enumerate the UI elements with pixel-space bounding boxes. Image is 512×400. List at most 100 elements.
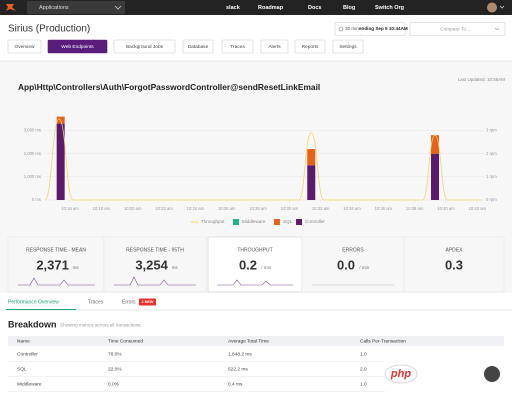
tabs: Overview Web Endpoints Background Jobs Data… (7, 39, 364, 54)
breakdown-subtitle: Showing metrics across all transactions. (60, 323, 142, 328)
metric-label: RESPONSE TIME - MEAN (26, 247, 86, 253)
x-tick-label: 10:22 am (155, 206, 173, 211)
top-nav (0, 0, 512, 15)
table-cell: 522.2 ms (228, 366, 248, 372)
tab-label: Reports (302, 44, 319, 50)
throughput-line (44, 118, 482, 201)
metric-label: APDEX (446, 247, 464, 253)
watermark-logo (384, 364, 418, 384)
nav-link[interactable]: Blog (343, 5, 355, 11)
tab[interactable] (182, 39, 214, 54)
app-menu[interactable] (27, 1, 125, 14)
sub-tab[interactable]: Traces (88, 299, 104, 305)
tab[interactable] (260, 39, 289, 54)
metric-label: ERRORS (342, 247, 364, 253)
compare-select[interactable] (409, 22, 506, 36)
tab-label: Background Jobs (126, 44, 164, 50)
metric-value: 0.2 (239, 257, 257, 272)
nav-link[interactable]: slack (226, 5, 241, 11)
tab-label: Overview (15, 44, 36, 50)
y-tick-label: 2,000 ms (24, 151, 41, 156)
table-cell: 78.0% (108, 351, 122, 357)
table-cell: 1.0 (360, 351, 367, 357)
nav-links: slack Roadmap Docs Blog Switch Org (226, 5, 404, 11)
metric-card[interactable] (403, 236, 505, 293)
tab[interactable] (7, 39, 42, 54)
sub-tab[interactable]: Performance Overview (8, 299, 59, 305)
legend-label: Controller (305, 219, 325, 224)
clock-icon (338, 26, 344, 32)
metric-value: 3,254 (135, 257, 168, 272)
logo (6, 4, 16, 11)
sub-tabs: Performance Overview Traces Errors 2 NEW (6, 298, 156, 310)
nav-link[interactable]: Docs (308, 5, 321, 11)
bar-segment (56, 123, 65, 200)
avatar[interactable] (487, 2, 497, 13)
chevron (114, 5, 122, 10)
column-header: Average Total Time (228, 338, 269, 344)
legend-label: Middleware (242, 219, 266, 224)
table-cell: SQL (17, 366, 27, 372)
y-tick-label: 1,000 ms (24, 174, 41, 179)
metric-card[interactable] (7, 236, 105, 293)
badge-label: 2 NEW (141, 300, 153, 304)
badge (139, 298, 156, 306)
metric-label: RESPONSE TIME - 95TH (126, 247, 184, 253)
app-title: Sirius (Production) (8, 24, 90, 35)
nav-link[interactable]: Roadmap (258, 5, 284, 11)
watermark-box (384, 360, 506, 392)
x-tick-label: 10:30 am (281, 206, 299, 211)
tab[interactable] (47, 39, 108, 54)
breakdown-title: Breakdown (8, 319, 57, 329)
x-tick-label: 10:16 am (61, 206, 79, 211)
legend-swatch (273, 219, 280, 225)
x-tick-label: 10:34 am (343, 206, 361, 211)
y2-tick-label: 0 rpm (486, 197, 497, 202)
legend-label: Throughput (201, 219, 225, 224)
bar-segment (307, 165, 316, 200)
metric-card[interactable] (103, 236, 207, 293)
sparkline (18, 277, 95, 286)
endpoint-title: App\Http\Controllers\Auth\ForgotPassword… (18, 82, 320, 92)
compare-label: Compare To... (440, 26, 470, 32)
table-cell: 1.0 (360, 381, 367, 387)
watermark: php (390, 368, 411, 380)
bar-segment (431, 153, 440, 200)
bar-segment (307, 149, 316, 166)
metric-card[interactable] (301, 236, 405, 293)
chevron (499, 5, 505, 9)
time-range[interactable] (334, 22, 406, 36)
table-cell: Controller (17, 351, 38, 357)
app-menu-label: Applications (39, 5, 69, 11)
y2-tick-label: 2 rpm (486, 151, 497, 156)
tab[interactable] (221, 39, 254, 54)
metric-card[interactable] (207, 236, 303, 293)
tab-label: Database (188, 44, 209, 50)
x-tick-label: 10:24 am (187, 206, 205, 211)
chevron (494, 27, 500, 31)
x-tick-label: 10:38 am (406, 206, 424, 211)
tab[interactable] (332, 39, 364, 54)
metric-unit: ms (172, 265, 179, 270)
tab[interactable] (113, 39, 176, 54)
table-cell: 0.0% (108, 381, 120, 387)
y2-tick-label: 1 rpm (486, 174, 497, 179)
metric-cards: RESPONSE TIME - MEAN 2,371 ms RESPONSE TIME… (7, 236, 505, 293)
sub-tab[interactable]: Errors (122, 299, 136, 305)
column-header: Name (17, 338, 30, 344)
legend-swatch (232, 219, 239, 225)
last-updated: Last Updated: 10:56AM (458, 77, 506, 82)
metric-unit: / min (359, 265, 369, 270)
y-tick-label: 0 ms (32, 197, 41, 202)
bar-segment (431, 135, 440, 154)
tab[interactable] (294, 39, 326, 54)
table-cell: 22.0% (108, 366, 122, 372)
nav-link[interactable]: Switch Org (375, 5, 404, 11)
tab-label: Settings (339, 44, 357, 50)
metric-label: THROUGHPUT (237, 247, 272, 253)
metric-value: 0.0 (337, 257, 355, 272)
x-tick-label: 10:32 am (312, 206, 330, 211)
tab-label: Alerts (268, 44, 281, 50)
